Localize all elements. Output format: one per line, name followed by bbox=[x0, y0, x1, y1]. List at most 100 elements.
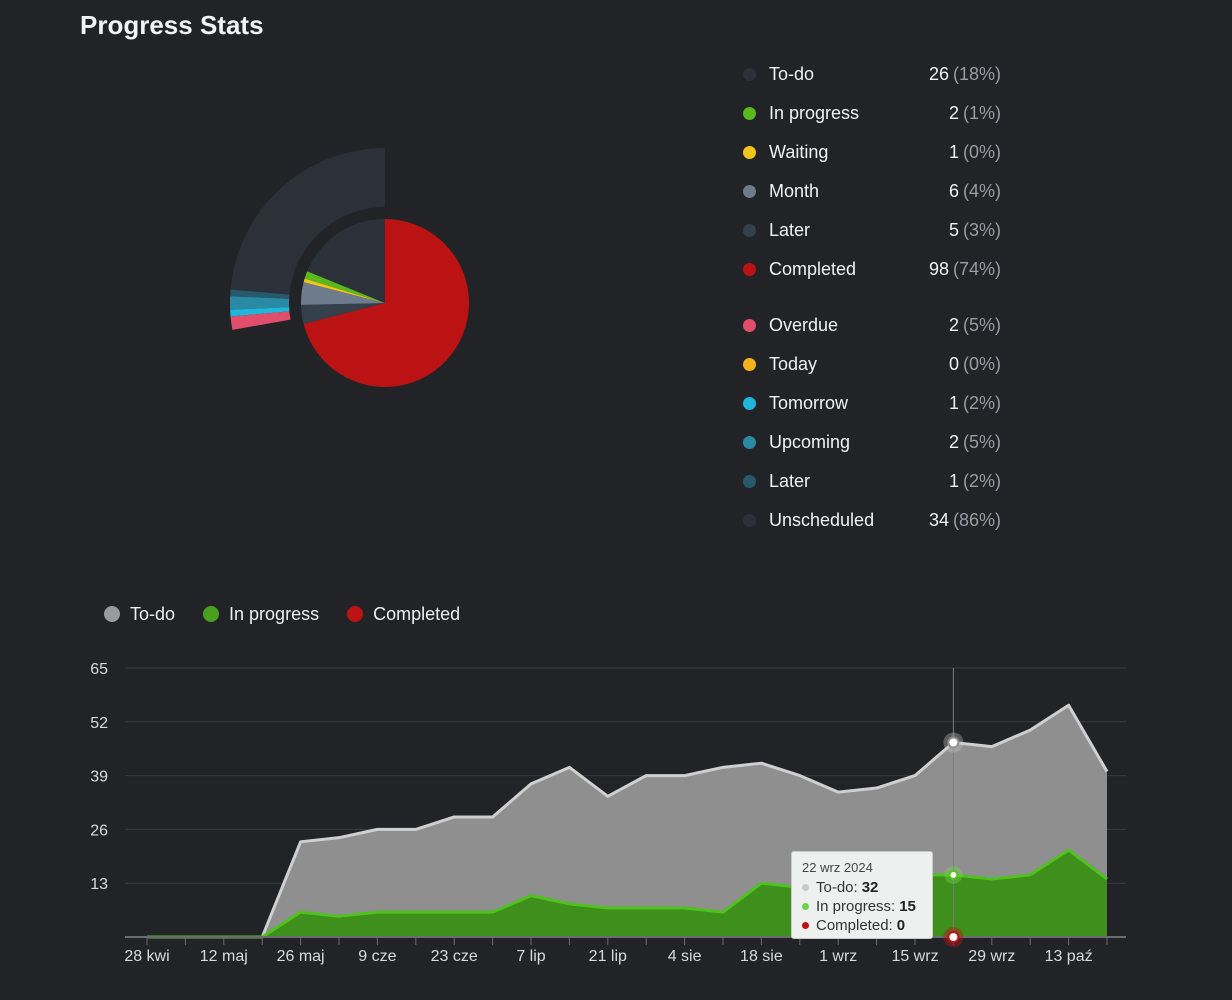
hover-point-completed bbox=[947, 931, 960, 943]
x-tick-label: 29 wrz bbox=[968, 948, 1015, 965]
x-tick-label: 28 kwi bbox=[124, 948, 169, 965]
tooltip-value: 32 bbox=[861, 879, 879, 896]
stat-count: 0 bbox=[948, 354, 959, 374]
pie-svg bbox=[229, 148, 478, 396]
legend-item-completed[interactable]: Completed bbox=[347, 604, 460, 625]
ring-slice-later bbox=[230, 289, 290, 299]
stat-percent: (74%) bbox=[952, 259, 1001, 279]
status-dot-icon bbox=[743, 68, 756, 81]
stat-row-later: Later 1 (2%) bbox=[736, 462, 1016, 501]
pie-slice-in-progress bbox=[304, 271, 385, 303]
status-dot-icon bbox=[743, 436, 756, 449]
progress-area-chart[interactable]: 13 26 39 52 65 28 kwi 12 maj 26 maj 9 cze 23 cze 7… bbox=[0, 640, 1232, 1000]
y-tick-label: 52 bbox=[90, 715, 108, 732]
stat-row-overdue: Overdue 2 (5%) bbox=[736, 306, 1016, 345]
stat-row-month: Month 6 (4%) bbox=[736, 172, 1016, 211]
stat-row-upcoming: Upcoming 2 (5%) bbox=[736, 423, 1016, 462]
stat-count: 34 bbox=[928, 510, 949, 530]
status-group: To-do 26 (18%) In progress 2 (1%) Waiting 1 (0%)… bbox=[736, 55, 1016, 289]
pie-slice-month bbox=[301, 282, 385, 305]
stat-percent: (2%) bbox=[962, 471, 1001, 491]
y-tick-label: 13 bbox=[90, 876, 108, 893]
stat-percent: (2%) bbox=[962, 393, 1001, 413]
status-dot-icon bbox=[743, 185, 756, 198]
tooltip-label: Completed: bbox=[816, 917, 893, 934]
x-tick-label: 26 maj bbox=[277, 948, 325, 965]
stat-value: 1 (2%) bbox=[949, 462, 1001, 501]
hover-point-in-progress bbox=[948, 869, 959, 880]
tooltip-label: To-do: bbox=[816, 879, 858, 896]
line-todo bbox=[147, 703, 1109, 939]
stat-value: 34 (86%) bbox=[929, 501, 1001, 540]
stat-label: Overdue bbox=[769, 315, 839, 335]
stat-label: Today bbox=[769, 354, 818, 374]
status-pie-chart bbox=[0, 0, 700, 560]
stat-value: 98 (74%) bbox=[929, 250, 1001, 289]
stat-value: 2 (5%) bbox=[949, 306, 1001, 345]
stat-percent: (0%) bbox=[962, 142, 1001, 162]
stat-row-in-progress: In progress 2 (1%) bbox=[736, 94, 1016, 133]
stat-label: Waiting bbox=[769, 142, 829, 162]
stat-value: 26 (18%) bbox=[929, 55, 1001, 94]
x-tick-label: 12 maj bbox=[200, 948, 248, 965]
pie-separator bbox=[292, 210, 478, 396]
legend-item-in-progress[interactable]: In progress bbox=[203, 604, 319, 625]
pie-slice-completed bbox=[303, 219, 469, 387]
stat-value: 5 (3%) bbox=[949, 211, 1001, 250]
x-tick-label: 9 cze bbox=[358, 948, 396, 965]
pie-slice-later bbox=[301, 303, 385, 324]
stat-label: Month bbox=[769, 181, 820, 201]
stat-label: To-do bbox=[769, 64, 815, 84]
y-tick-label: 26 bbox=[90, 822, 108, 839]
x-tick-label: 15 wrz bbox=[891, 948, 938, 965]
pie-slice-waiting bbox=[303, 278, 385, 303]
stat-row-today: Today 0 (0%) bbox=[736, 345, 1016, 384]
legend-label: To-do bbox=[130, 603, 176, 624]
tooltip-row-completed: Completed: 0 bbox=[802, 916, 922, 935]
legend-item-todo[interactable]: To-do bbox=[104, 604, 175, 625]
stat-value: 6 (4%) bbox=[949, 172, 1001, 211]
stat-row-later: Later 5 (3%) bbox=[736, 211, 1016, 250]
stat-value: 1 (2%) bbox=[949, 384, 1001, 423]
stat-label: Unscheduled bbox=[769, 510, 875, 530]
stat-count: 26 bbox=[928, 64, 949, 84]
stat-count: 2 bbox=[948, 315, 959, 335]
x-tick-label: 7 lip bbox=[516, 948, 545, 965]
stat-percent: (5%) bbox=[962, 432, 1001, 452]
tooltip-label: In progress: bbox=[816, 898, 896, 915]
x-tick-label: 1 wrz bbox=[819, 948, 857, 965]
ring-slice-unscheduled bbox=[230, 148, 385, 295]
stat-value: 0 (0%) bbox=[949, 345, 1001, 384]
y-tick-label: 39 bbox=[90, 769, 108, 786]
stat-count: 6 bbox=[948, 181, 959, 201]
hover-point-todo bbox=[947, 736, 960, 749]
stat-count: 1 bbox=[948, 393, 959, 413]
stat-count: 2 bbox=[948, 103, 959, 123]
tooltip-dot-icon bbox=[802, 903, 809, 910]
status-dot-icon bbox=[743, 146, 756, 159]
tooltip-value: 15 bbox=[899, 898, 916, 915]
stat-percent: (86%) bbox=[952, 510, 1001, 530]
ring-slice-tomorrow bbox=[230, 307, 290, 317]
x-tick-label: 23 cze bbox=[431, 948, 478, 965]
pie-slice-to-do bbox=[307, 219, 385, 303]
stat-label: Later bbox=[769, 471, 811, 491]
stat-count: 2 bbox=[948, 432, 959, 452]
stat-percent: (1%) bbox=[962, 103, 1001, 123]
x-tick-label: 13 paź bbox=[1045, 948, 1093, 965]
status-dot-icon bbox=[743, 358, 756, 371]
y-tick-label: 65 bbox=[90, 661, 108, 678]
stat-row-unscheduled: Unscheduled 34 (86%) bbox=[736, 501, 1016, 540]
stat-value: 2 (5%) bbox=[949, 423, 1001, 462]
stat-row-to-do: To-do 26 (18%) bbox=[736, 55, 1016, 94]
stat-percent: (3%) bbox=[962, 220, 1001, 240]
legend-label: In progress bbox=[229, 603, 320, 624]
tooltip-dot-icon bbox=[802, 884, 809, 891]
stat-row-tomorrow: Tomorrow 1 (2%) bbox=[736, 384, 1016, 423]
status-dot-icon bbox=[743, 397, 756, 410]
status-dot-icon bbox=[743, 319, 756, 332]
legend-label: Completed bbox=[373, 603, 461, 624]
stat-count: 98 bbox=[928, 259, 949, 279]
tooltip-value: 0 bbox=[896, 917, 906, 934]
ring-slice-upcoming bbox=[229, 296, 290, 310]
